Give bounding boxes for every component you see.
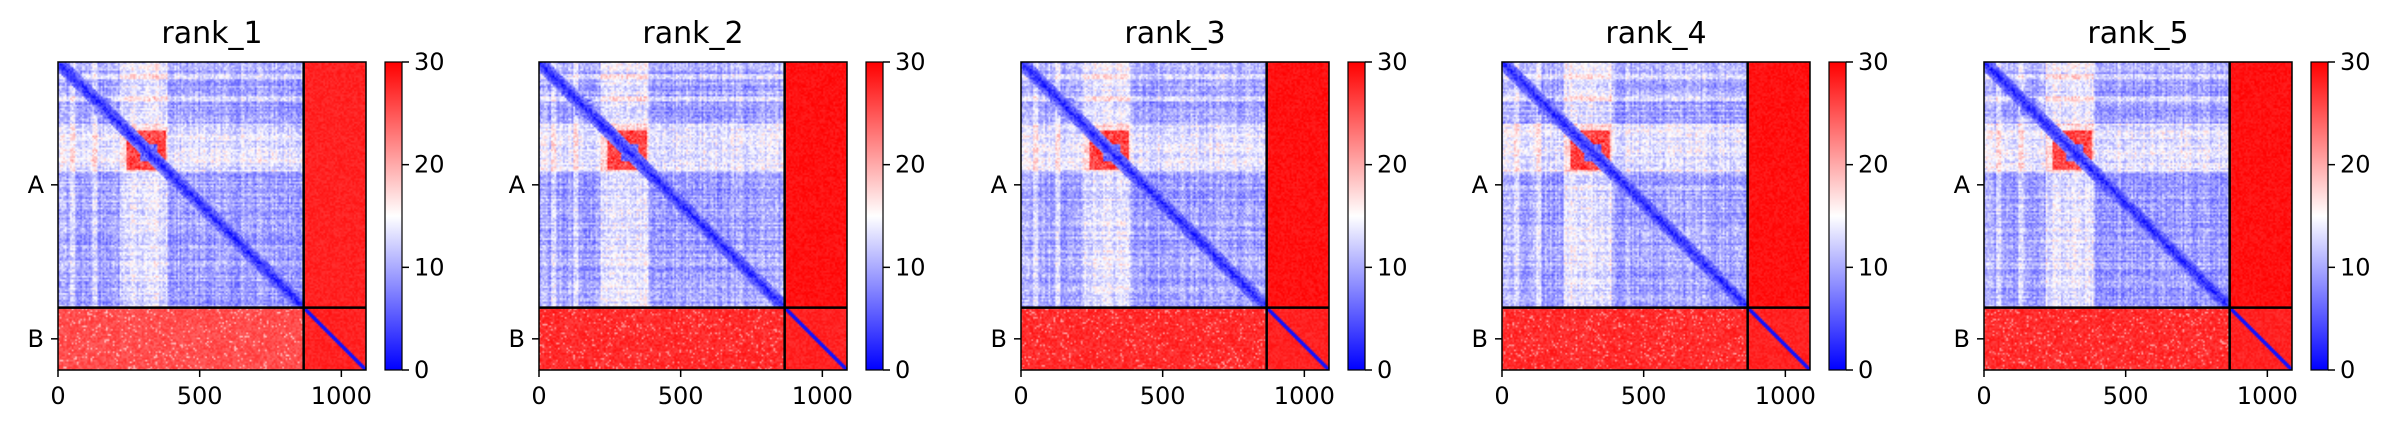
x-tick-label: 1000	[2237, 382, 2298, 410]
plot-frame	[1983, 61, 2293, 371]
colorbar-tick-label: 0	[414, 356, 429, 384]
x-tick-label: 0	[1013, 382, 1028, 410]
colorbar-gradient	[1348, 62, 1365, 370]
x-tick-label: 500	[2103, 382, 2149, 410]
x-tick-label: 0	[50, 382, 65, 410]
colorbar-tick-label: 0	[2340, 356, 2355, 384]
panel-title: rank_4	[1605, 16, 1706, 51]
plot-frame	[57, 61, 367, 371]
chart-panel: rank_3 0 500 1000 A B 0 10 20 30	[991, 16, 1408, 410]
colorbar-tick-label: 20	[895, 151, 926, 179]
x-tick-label: 1000	[792, 382, 853, 410]
y-tick-label: B	[1954, 325, 1970, 353]
colorbar-tick-label: 30	[895, 48, 926, 76]
colorbar-tick-label: 20	[1858, 151, 1889, 179]
x-tick-label: 500	[658, 382, 704, 410]
plot-frame	[538, 61, 848, 371]
y-tick-label: A	[1472, 171, 1489, 199]
chart-panel: rank_4 0 500 1000 A B 0 10 20 30	[1472, 16, 1889, 410]
y-tick-label: A	[509, 171, 526, 199]
colorbar-tick-label: 20	[2340, 151, 2371, 179]
heatmap-image	[1502, 62, 1810, 370]
colorbar-frame	[865, 61, 884, 371]
x-tick-label: 500	[1621, 382, 1667, 410]
x-tick-label: 1000	[1755, 382, 1816, 410]
chart-panel: rank_2 0 500 1000 A B 0 10 20 30	[509, 16, 926, 410]
colorbar-tick-label: 30	[1377, 48, 1408, 76]
colorbar-gradient	[385, 62, 402, 370]
y-tick-label: B	[1472, 325, 1488, 353]
colorbar-frame	[2310, 61, 2329, 371]
heatmap-image	[58, 62, 366, 370]
chart-panel: rank_5 0 500 1000 A B 0 10 20 30	[1954, 16, 2371, 410]
colorbar-tick-label: 0	[895, 356, 910, 384]
panel-title: rank_2	[642, 16, 743, 51]
y-tick-label: B	[509, 325, 525, 353]
colorbar-tick-label: 20	[1377, 151, 1408, 179]
y-tick-label: A	[991, 171, 1008, 199]
y-tick-label: B	[28, 325, 44, 353]
plot-frame	[1501, 61, 1811, 371]
chart-panel: rank_1 0 500 1000 A B 0 10 20 30	[28, 16, 445, 410]
colorbar-tick-label: 0	[1858, 356, 1873, 384]
x-tick-label: 1000	[311, 382, 372, 410]
colorbar-frame	[1347, 61, 1366, 371]
x-tick-label: 500	[1140, 382, 1186, 410]
colorbar-tick-label: 20	[414, 151, 445, 179]
x-tick-label: 0	[1494, 382, 1509, 410]
colorbar-tick-label: 0	[1377, 356, 1392, 384]
colorbar-tick-label: 30	[414, 48, 445, 76]
colorbar-tick-label: 30	[1858, 48, 1889, 76]
x-tick-label: 0	[531, 382, 546, 410]
colorbar-tick-label: 10	[1377, 253, 1408, 281]
colorbar-gradient	[1829, 62, 1846, 370]
plot-frame	[1020, 61, 1330, 371]
colorbar-tick-label: 10	[2340, 253, 2371, 281]
x-tick-label: 1000	[1274, 382, 1335, 410]
heatmap-image	[539, 62, 847, 370]
colorbar-tick-label: 30	[2340, 48, 2371, 76]
colorbar-gradient	[866, 62, 883, 370]
colorbar-tick-label: 10	[895, 253, 926, 281]
colorbar-tick-label: 10	[1858, 253, 1889, 281]
colorbar-gradient	[2311, 62, 2328, 370]
heatmap-image	[1984, 62, 2292, 370]
colorbar-tick-label: 10	[414, 253, 445, 281]
heatmap-image	[1021, 62, 1329, 370]
colorbar-frame	[1828, 61, 1847, 371]
panel-title: rank_1	[161, 16, 262, 51]
x-tick-label: 0	[1976, 382, 1991, 410]
y-tick-label: A	[1954, 171, 1971, 199]
panel-title: rank_5	[2087, 16, 2188, 51]
panel-title: rank_3	[1124, 16, 1225, 51]
x-tick-label: 500	[177, 382, 223, 410]
colorbar-frame	[384, 61, 403, 371]
y-tick-label: A	[28, 171, 45, 199]
y-tick-label: B	[991, 325, 1007, 353]
